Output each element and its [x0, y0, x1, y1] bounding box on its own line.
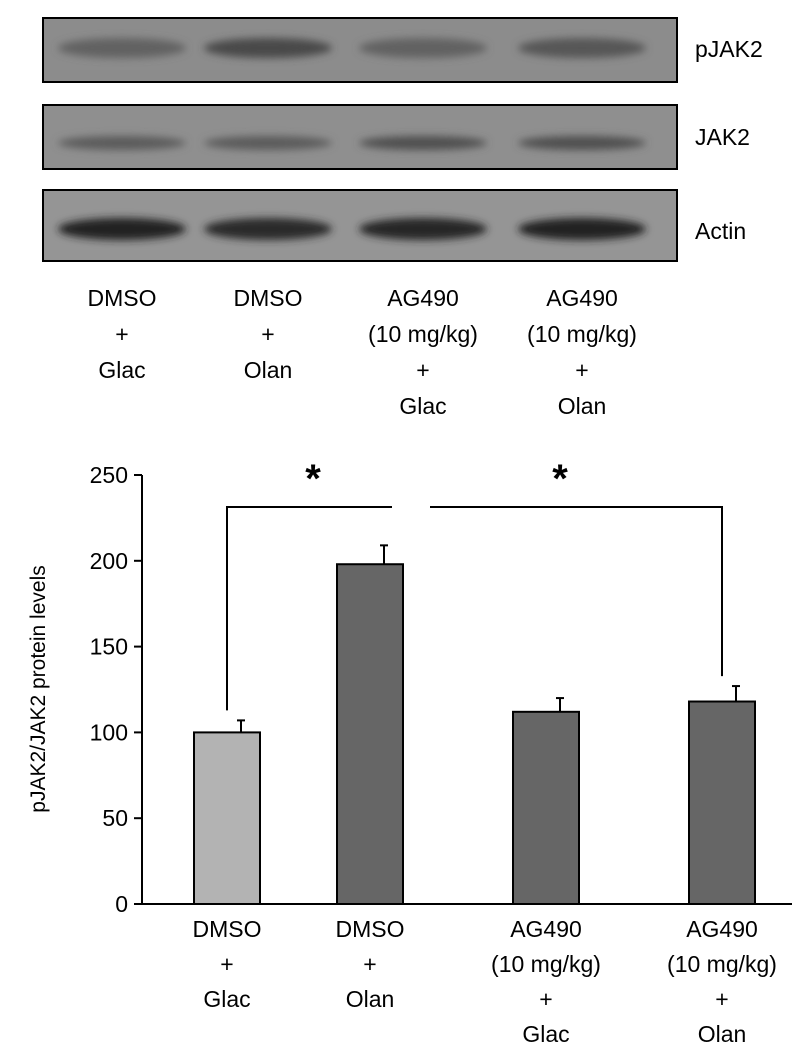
blot-lane-label: +: [416, 357, 429, 383]
x-category-label: AG490: [686, 916, 758, 942]
y-tick-label: 50: [102, 805, 128, 831]
x-category-label: Olan: [698, 1021, 747, 1047]
blot-lane-labels: DMSO + Glac DMSO + Olan AG490 (10 mg/kg) + Glac AG…: [88, 285, 637, 419]
blot-band: [204, 218, 332, 240]
blot-lane-label: (10 mg/kg): [368, 321, 478, 347]
category-labels: DMSO + Glac DMSO + Olan AG490 (10 mg/kg) + Glac AG…: [193, 916, 777, 1047]
blot-band: [359, 136, 487, 150]
x-category-label: DMSO: [193, 916, 262, 942]
blot-band: [58, 218, 186, 240]
blot-band: [359, 38, 487, 58]
bar: [688, 700, 756, 906]
y-axis: 0 50 100 150 200 250: [90, 462, 792, 917]
y-axis-title: pJAK2/JAK2 protein levels: [27, 565, 50, 812]
blot-band: [518, 136, 646, 150]
significance-star: *: [305, 457, 321, 501]
bar-chart: pJAK2/JAK2 protein levels 0 50 100 150 200 25…: [27, 457, 792, 1047]
blot-band: [58, 38, 186, 58]
blot-label-actin: Actin: [695, 218, 746, 244]
bars: [193, 544, 756, 906]
significance-star: *: [552, 457, 568, 501]
x-category-label: DMSO: [336, 916, 405, 942]
blot-lane-label: Glac: [98, 357, 145, 383]
western-blot-panel: pJAK2 JAK2 Actin DMSO + Glac DMSO + Olan AG490…: [42, 17, 763, 419]
significance-bracket: [430, 506, 723, 677]
blot-lane-label: +: [115, 321, 128, 347]
blot-band: [58, 136, 186, 150]
y-tick-label: 0: [115, 891, 128, 917]
blot-strip-actin: [42, 189, 678, 262]
bar: [512, 710, 580, 905]
x-category-label: (10 mg/kg): [491, 951, 601, 977]
x-category-label: AG490: [510, 916, 582, 942]
blot-lane-label: DMSO: [88, 285, 157, 311]
blot-band: [204, 136, 332, 150]
x-category-label: (10 mg/kg): [667, 951, 777, 977]
blot-lane-label: DMSO: [234, 285, 303, 311]
x-category-label: +: [715, 986, 728, 1012]
blot-label-jak2: JAK2: [695, 124, 750, 150]
blot-lane-label: Glac: [399, 393, 446, 419]
blot-lane-label: +: [575, 357, 588, 383]
blot-band: [518, 38, 646, 58]
significance-brackets: * *: [226, 457, 723, 711]
blot-lane-label: (10 mg/kg): [527, 321, 637, 347]
y-tick-label: 150: [90, 634, 128, 660]
x-category-label: +: [539, 986, 552, 1012]
blot-lane-label: AG490: [387, 285, 459, 311]
blot-strip-pjak2: [42, 17, 678, 83]
x-category-label: +: [220, 951, 233, 977]
significance-bracket: [226, 506, 392, 711]
blot-band: [518, 218, 646, 240]
y-tick-label: 200: [90, 548, 128, 574]
blot-lane-label: Olan: [244, 357, 293, 383]
bar: [193, 731, 261, 906]
blot-label-pjak2: pJAK2: [695, 36, 763, 62]
y-tick-label: 100: [90, 719, 128, 745]
x-category-label: +: [363, 951, 376, 977]
bar: [336, 563, 404, 905]
blot-lane-label: AG490: [546, 285, 618, 311]
blot-band: [359, 218, 487, 240]
x-category-label: Glac: [522, 1021, 569, 1047]
blot-lane-label: +: [261, 321, 274, 347]
blot-band: [204, 38, 332, 58]
x-category-label: Olan: [346, 986, 395, 1012]
blot-lane-label: Olan: [558, 393, 607, 419]
blot-strip-jak2: [42, 104, 678, 170]
x-category-label: Glac: [203, 986, 250, 1012]
y-tick-label: 250: [90, 462, 128, 488]
